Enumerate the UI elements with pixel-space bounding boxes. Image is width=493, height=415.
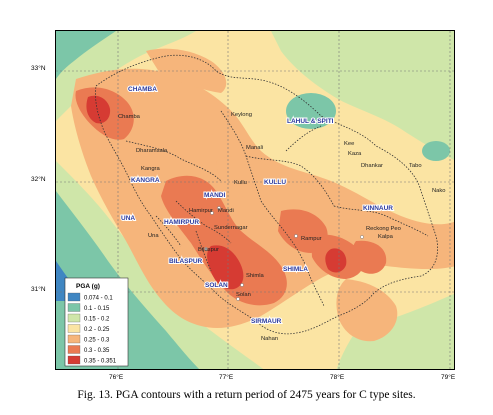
- district-label-hamirpur: HAMIRPUR: [164, 219, 199, 226]
- lat-tick-32: 32°N: [31, 176, 46, 183]
- district-label-kangra: KANGRA: [131, 177, 160, 184]
- district-label-mandi: MANDI: [204, 192, 225, 199]
- legend-label: 0.074 - 0.1: [84, 296, 113, 302]
- district-boundaries: [95, 54, 438, 335]
- town-label: Kangra: [141, 166, 160, 172]
- legend-label: 0.25 - 0.3: [84, 338, 110, 344]
- town-label: Tabo: [409, 163, 422, 169]
- legend-swatch: [67, 313, 81, 323]
- legend-swatch: [67, 334, 81, 344]
- district-label-lahul-spiti: LAHUL & SPITI: [287, 118, 334, 125]
- map-canvas: CHAMBA LAHUL & SPITI KANGRA MANDI KULLU …: [56, 31, 454, 369]
- lon-tick-79: 79°E: [441, 374, 456, 381]
- legend-label: 0.35 - 0.351: [84, 359, 117, 365]
- district-label-sirmaur: SIRMAUR: [251, 318, 282, 325]
- town-label: Solan: [236, 292, 251, 298]
- legend-swatch: [67, 345, 81, 354]
- district-label-bilaspur: BILASPUR: [169, 258, 203, 265]
- town-label: Reckong Peo: [366, 226, 401, 232]
- town-label: Una: [148, 233, 159, 239]
- legend-swatch: [67, 355, 81, 365]
- town-label: Chamba: [118, 114, 141, 120]
- town-label: Kalpa: [378, 234, 394, 240]
- town-label: Bilaspur: [198, 247, 219, 253]
- lat-tick-31: 31°N: [31, 286, 46, 293]
- legend-swatch: [67, 292, 81, 302]
- town-markers: [204, 206, 364, 301]
- lat-tick-33: 33°N: [31, 65, 46, 72]
- pga-zone-0.35-0.351: [86, 95, 347, 290]
- town-label: Shimla: [246, 273, 264, 279]
- district-label-solan: SOLAN: [205, 282, 228, 289]
- town-label: Dhankar: [361, 163, 383, 169]
- town-label: Manali: [246, 145, 263, 151]
- district-label-una: UNA: [121, 215, 135, 222]
- legend-label: 0.2 - 0.25: [84, 327, 110, 333]
- town-label: Keylong: [231, 112, 252, 118]
- pga-zone-0.074-0.1: [56, 261, 86, 301]
- lon-tick-78: 78°E: [330, 374, 345, 381]
- district-label-shimla: SHIMLA: [283, 266, 308, 273]
- district-label-kinnaur: KINNAUR: [363, 205, 393, 212]
- town-label: Kee: [344, 141, 354, 147]
- town-label: Kullu: [234, 180, 247, 186]
- pga-zone-0.3-0.35: [75, 87, 387, 306]
- town-label: Nako: [432, 188, 446, 194]
- town-label: Dharamsala: [136, 148, 168, 154]
- town-labels: Chamba Keylong Dharamsala Kangra Manali …: [118, 112, 446, 342]
- town-label: Sundernagar: [214, 225, 248, 231]
- lon-tick-77: 77°E: [219, 374, 234, 381]
- town-label: Hamirpur: [189, 208, 213, 214]
- district-label-chamba: CHAMBA: [128, 86, 157, 93]
- district-labels: CHAMBA LAHUL & SPITI KANGRA MANDI KULLU …: [120, 85, 394, 326]
- pga-contour-map: CHAMBA LAHUL & SPITI KANGRA MANDI KULLU …: [55, 30, 455, 370]
- town-label: Rampur: [301, 236, 322, 242]
- legend-label: 0.3 - 0.35: [84, 348, 110, 354]
- legend-swatch: [67, 324, 81, 333]
- legend-label: 0.1 - 0.15: [84, 306, 110, 312]
- district-label-kullu: KULLU: [264, 179, 286, 186]
- figure-caption: Fig. 13. PGA contours with a return peri…: [77, 389, 416, 401]
- pga-legend: PGA (g) 0.074 - 0.1 0.1 - 0.15 0.15 - 0.2 0…: [64, 277, 129, 367]
- town-label: Nahan: [261, 336, 278, 342]
- legend-label: 0.15 - 0.2: [84, 317, 110, 323]
- town-label: Kaza: [348, 151, 362, 157]
- legend-swatch: [67, 303, 81, 312]
- lon-tick-76: 76°E: [109, 374, 124, 381]
- town-label: Mandi: [218, 208, 234, 214]
- legend-title: PGA (g): [76, 283, 100, 290]
- grid-lines: [56, 31, 454, 369]
